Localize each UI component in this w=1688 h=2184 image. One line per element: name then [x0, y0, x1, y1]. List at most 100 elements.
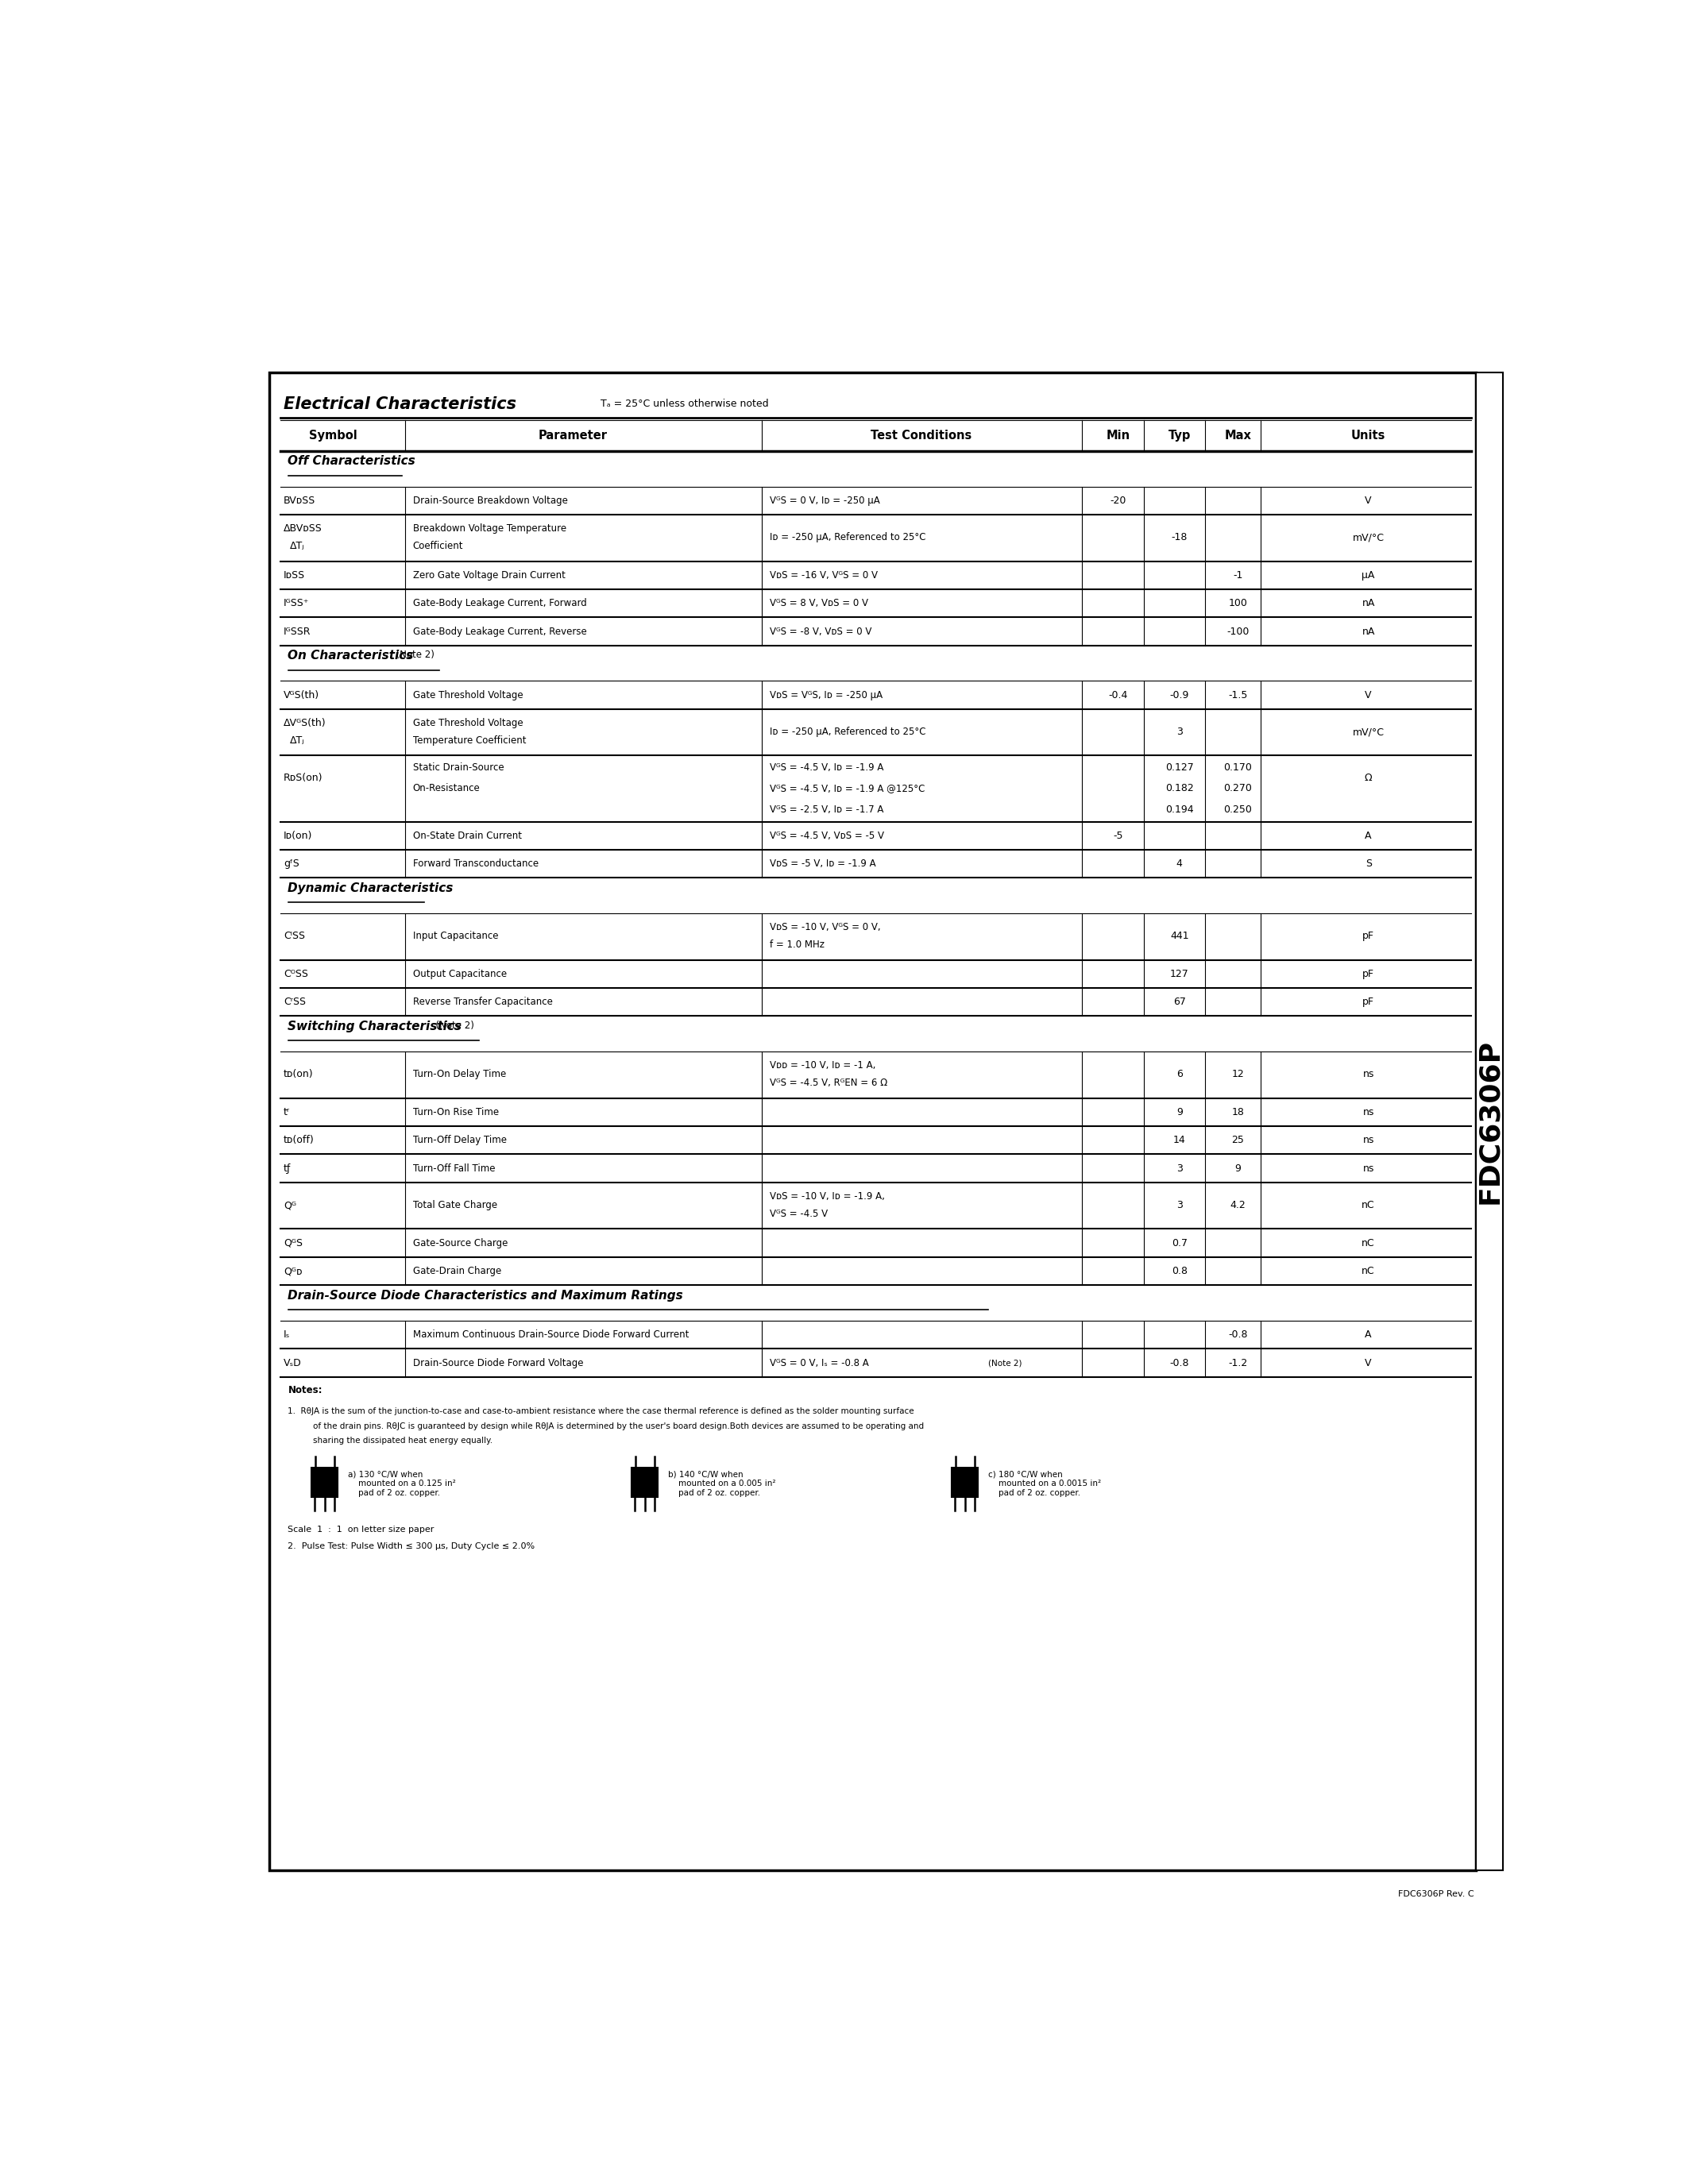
Text: c) 180 °C/W when
    mounted on a 0.0015 in²
    pad of 2 oz. copper.: c) 180 °C/W when mounted on a 0.0015 in²…: [989, 1470, 1102, 1496]
Text: 25: 25: [1232, 1136, 1244, 1144]
Text: 0.270: 0.270: [1224, 784, 1252, 793]
Text: 18: 18: [1232, 1107, 1244, 1118]
Text: Output Capacitance: Output Capacitance: [414, 970, 506, 978]
Text: ns: ns: [1362, 1107, 1374, 1118]
Text: Drain-Source Breakdown Voltage: Drain-Source Breakdown Voltage: [414, 496, 567, 507]
Text: 1.  RθJA is the sum of the junction-to-case and case-to-ambient resistance where: 1. RθJA is the sum of the junction-to-ca…: [289, 1406, 915, 1415]
Text: Maximum Continuous Drain-Source Diode Forward Current: Maximum Continuous Drain-Source Diode Fo…: [414, 1330, 689, 1339]
Text: A: A: [1366, 1330, 1372, 1339]
Text: Qᴳ: Qᴳ: [284, 1199, 297, 1210]
Text: 100: 100: [1229, 598, 1247, 609]
Text: tᴅ(on): tᴅ(on): [284, 1070, 314, 1079]
Text: (Note 2): (Note 2): [390, 651, 434, 660]
Text: FDC6306P: FDC6306P: [1475, 1040, 1502, 1203]
Text: nA: nA: [1362, 627, 1374, 636]
Text: pF: pF: [1362, 970, 1374, 978]
Text: IᴳSSR: IᴳSSR: [284, 627, 311, 636]
Text: 2.  Pulse Test: Pulse Width ≤ 300 μs, Duty Cycle ≤ 2.0%: 2. Pulse Test: Pulse Width ≤ 300 μs, Dut…: [289, 1542, 535, 1551]
Text: Units: Units: [1350, 430, 1386, 441]
Text: On-State Drain Current: On-State Drain Current: [414, 830, 522, 841]
Text: VᴳS = 0 V, Iₛ = -0.8 A: VᴳS = 0 V, Iₛ = -0.8 A: [770, 1358, 869, 1367]
Text: mV/°C: mV/°C: [1352, 727, 1384, 736]
Text: 3: 3: [1177, 1164, 1183, 1173]
Text: VᴳS = -4.5 V, Iᴅ = -1.9 A: VᴳS = -4.5 V, Iᴅ = -1.9 A: [770, 762, 885, 773]
Text: -5: -5: [1112, 830, 1123, 841]
Text: Drain-Source Diode Forward Voltage: Drain-Source Diode Forward Voltage: [414, 1358, 584, 1367]
Text: Test Conditions: Test Conditions: [871, 430, 971, 441]
Text: Forward Transconductance: Forward Transconductance: [414, 858, 538, 869]
Text: ΔBVᴅSS: ΔBVᴅSS: [284, 524, 322, 533]
Text: Off Characteristics: Off Characteristics: [289, 454, 415, 467]
Text: -1: -1: [1232, 570, 1242, 581]
Text: V: V: [1366, 1358, 1372, 1367]
Text: Parameter: Parameter: [538, 430, 608, 441]
Text: Turn-Off Fall Time: Turn-Off Fall Time: [414, 1164, 495, 1173]
Text: QᴳS: QᴳS: [284, 1238, 302, 1247]
Text: VᴳS(th): VᴳS(th): [284, 690, 319, 701]
Text: -0.8: -0.8: [1229, 1330, 1247, 1339]
Text: gᶠS: gᶠS: [284, 858, 299, 869]
Text: (Note 2): (Note 2): [429, 1020, 474, 1031]
Text: 4.2: 4.2: [1231, 1199, 1246, 1210]
Text: -1.2: -1.2: [1229, 1358, 1247, 1367]
Text: Vᴅᴅ = -10 V, Iᴅ = -1 A,: Vᴅᴅ = -10 V, Iᴅ = -1 A,: [770, 1061, 876, 1070]
Text: tƒ: tƒ: [284, 1164, 290, 1173]
Text: Gate-Drain Charge: Gate-Drain Charge: [414, 1267, 501, 1275]
Text: VₛD: VₛD: [284, 1358, 302, 1367]
Text: 0.250: 0.250: [1224, 804, 1252, 815]
Text: 0.7: 0.7: [1171, 1238, 1187, 1247]
Text: -1.5: -1.5: [1229, 690, 1247, 701]
Bar: [311, 1468, 338, 1496]
Text: 4: 4: [1177, 858, 1183, 869]
Text: V: V: [1366, 496, 1372, 507]
Text: ns: ns: [1362, 1164, 1374, 1173]
Text: Input Capacitance: Input Capacitance: [414, 930, 498, 941]
Text: CᴼSS: CᴼSS: [284, 970, 309, 978]
Text: VᴳS = -2.5 V, Iᴅ = -1.7 A: VᴳS = -2.5 V, Iᴅ = -1.7 A: [770, 804, 885, 815]
Text: Gate-Body Leakage Current, Forward: Gate-Body Leakage Current, Forward: [414, 598, 587, 609]
Text: Turn-Off Delay Time: Turn-Off Delay Time: [414, 1136, 506, 1144]
Text: VᴳS = -4.5 V: VᴳS = -4.5 V: [770, 1210, 829, 1219]
Text: VᴅS = -10 V, Iᴅ = -1.9 A,: VᴅS = -10 V, Iᴅ = -1.9 A,: [770, 1190, 885, 1201]
Text: Drain-Source Diode Characteristics and Maximum Ratings: Drain-Source Diode Characteristics and M…: [289, 1289, 684, 1302]
Text: ΔTⱼ: ΔTⱼ: [290, 542, 304, 550]
Text: -0.4: -0.4: [1107, 690, 1128, 701]
Text: -20: -20: [1109, 496, 1126, 507]
Text: A: A: [1366, 830, 1372, 841]
Text: Qᴳᴅ: Qᴳᴅ: [284, 1267, 302, 1275]
Text: Reverse Transfer Capacitance: Reverse Transfer Capacitance: [414, 996, 552, 1007]
Text: (Note 2): (Note 2): [989, 1358, 1023, 1367]
Text: Iᴅ = -250 μA, Referenced to 25°C: Iᴅ = -250 μA, Referenced to 25°C: [770, 727, 927, 736]
Text: 9: 9: [1177, 1107, 1183, 1118]
Text: 441: 441: [1170, 930, 1188, 941]
Bar: [952, 1468, 977, 1496]
Text: Iᴅ(on): Iᴅ(on): [284, 830, 312, 841]
Text: 6: 6: [1177, 1070, 1183, 1079]
Text: 0.182: 0.182: [1165, 784, 1193, 793]
Bar: [1475, 371, 1502, 1870]
Text: RᴅS(on): RᴅS(on): [284, 773, 322, 784]
Text: nA: nA: [1362, 598, 1374, 609]
Text: μA: μA: [1362, 570, 1374, 581]
Text: VᴳS = -4.5 V, RᴳEN = 6 Ω: VᴳS = -4.5 V, RᴳEN = 6 Ω: [770, 1079, 888, 1088]
Text: IᴅSS: IᴅSS: [284, 570, 306, 581]
Bar: [270, 371, 1475, 1870]
Text: Temperature Coefficient: Temperature Coefficient: [414, 736, 527, 747]
Text: nC: nC: [1362, 1199, 1376, 1210]
Text: IᴳSS⁺: IᴳSS⁺: [284, 598, 309, 609]
Text: -100: -100: [1227, 627, 1249, 636]
Text: S: S: [1366, 858, 1372, 869]
Text: -0.9: -0.9: [1170, 690, 1188, 701]
Text: VᴳS = 8 V, VᴅS = 0 V: VᴳS = 8 V, VᴅS = 0 V: [770, 598, 869, 609]
Text: VᴅS = VᴳS, Iᴅ = -250 μA: VᴅS = VᴳS, Iᴅ = -250 μA: [770, 690, 883, 701]
Text: -18: -18: [1171, 533, 1187, 542]
Text: Gate Threshold Voltage: Gate Threshold Voltage: [414, 719, 523, 727]
Text: ΔVᴳS(th): ΔVᴳS(th): [284, 719, 326, 727]
Text: 3: 3: [1177, 1199, 1183, 1210]
Text: Breakdown Voltage Temperature: Breakdown Voltage Temperature: [414, 524, 567, 533]
Text: ΔTⱼ: ΔTⱼ: [290, 736, 304, 747]
Text: 0.8: 0.8: [1171, 1267, 1187, 1275]
Text: VᴅS = -16 V, VᴳS = 0 V: VᴅS = -16 V, VᴳS = 0 V: [770, 570, 878, 581]
Text: Ω: Ω: [1364, 773, 1372, 784]
Text: Symbol: Symbol: [309, 430, 358, 441]
